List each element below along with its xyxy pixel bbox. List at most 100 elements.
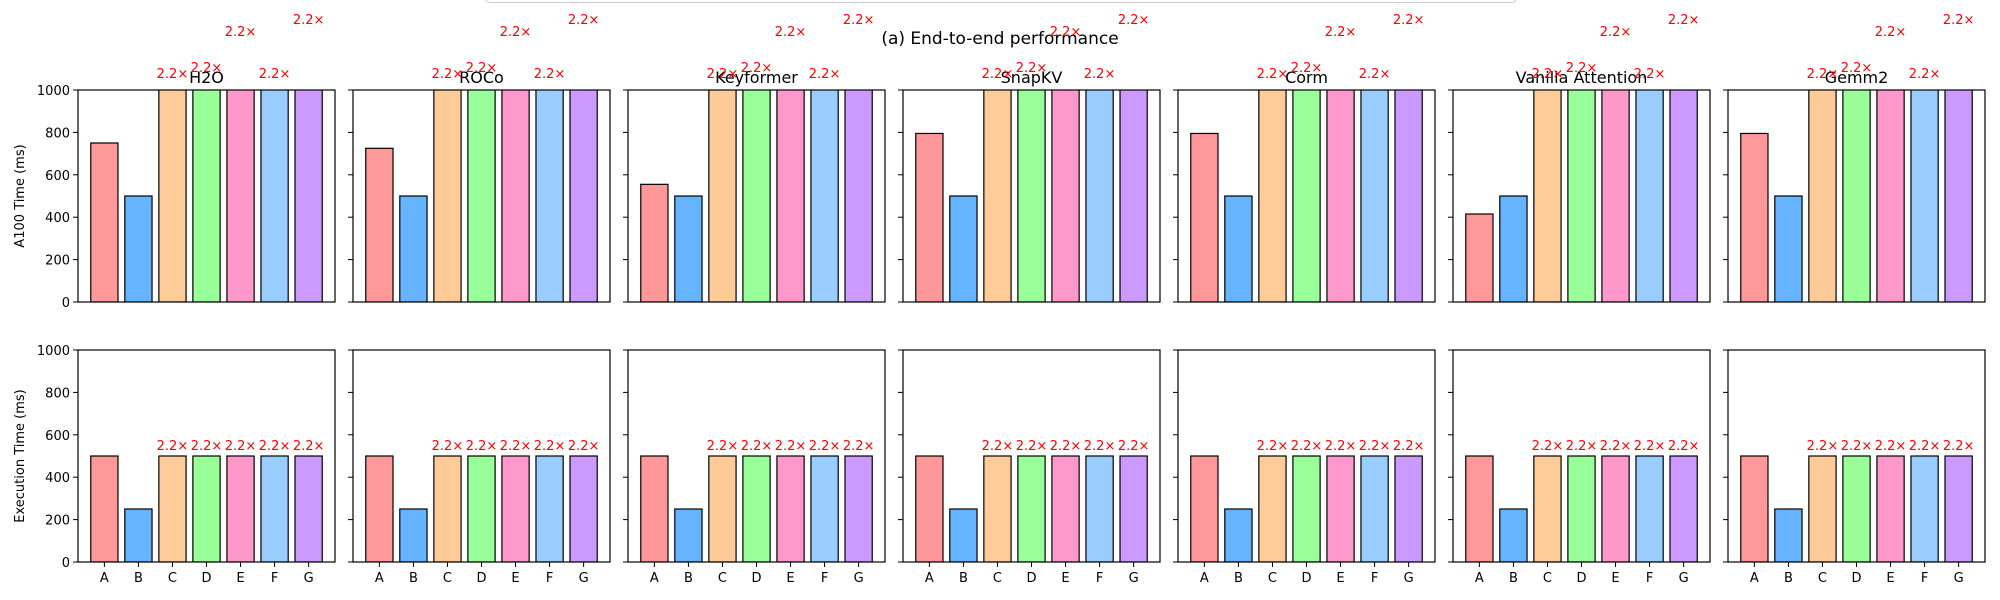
plot-frame: [352, 89, 611, 303]
x-tick-label: G: [1129, 571, 1139, 586]
speedup-label: 2.2×: [1325, 25, 1357, 40]
bar-F: [1360, 455, 1389, 562]
bar-B: [1499, 508, 1528, 562]
bar-B: [1224, 195, 1253, 302]
bar-G: [844, 90, 873, 302]
x-tick-label: C: [718, 571, 727, 586]
x-tick-label: E: [1061, 571, 1069, 586]
x-tick-label: B: [684, 571, 693, 586]
x-tick-label: A: [1750, 571, 1759, 586]
bar-D: [1842, 90, 1871, 302]
speedup-label: 2.2×: [707, 67, 739, 82]
speedup-label: 2.2×: [1634, 67, 1666, 82]
subplot-title: Gemm2: [1825, 68, 1889, 87]
speedup-label: 2.2×: [982, 439, 1014, 454]
x-tick-label: G: [579, 571, 589, 586]
bar-C: [983, 455, 1012, 562]
bar-F: [810, 90, 839, 302]
speedup-label: 2.2×: [1118, 439, 1150, 454]
bar-group: [1740, 90, 1973, 302]
bar-B: [399, 195, 428, 302]
speedup-label: 2.2×: [1393, 13, 1425, 28]
bar-G: [294, 455, 323, 562]
bar-A: [915, 455, 944, 562]
x-tick-label: A: [1475, 571, 1484, 586]
bar-G: [844, 455, 873, 562]
bar-E: [1601, 455, 1630, 562]
speedup-label: 2.2×: [534, 67, 566, 82]
bar-group: [1740, 455, 1973, 562]
bar-E: [1876, 455, 1905, 562]
bar-A: [915, 132, 944, 302]
speedup-label: 2.2×: [1909, 439, 1941, 454]
speedup-label: 2.2×: [1600, 439, 1632, 454]
speedup-label: 2.2×: [1566, 61, 1598, 76]
bar-F: [1635, 455, 1664, 562]
x-tick-label: D: [1576, 571, 1586, 586]
bar-C: [1533, 90, 1562, 302]
speedup-label: 2.2×: [1359, 439, 1391, 454]
bar-group: [640, 90, 873, 302]
speedup-label: 2.2×: [1118, 13, 1150, 28]
bar-G: [569, 455, 598, 562]
speedup-label: 2.2×: [843, 439, 875, 454]
speedup-label: 2.2×: [1257, 439, 1289, 454]
y-tick-label: 800: [45, 386, 70, 401]
bar-C: [433, 90, 462, 302]
bar-E: [501, 90, 530, 302]
y-tick-label: 0: [62, 556, 70, 571]
bar-group: [365, 90, 598, 302]
x-tick-label: D: [1026, 571, 1036, 586]
bar-D: [1842, 455, 1871, 562]
bar-F: [535, 90, 564, 302]
x-tick-label: C: [1543, 571, 1552, 586]
speedup-label: 2.2×: [157, 439, 189, 454]
speedup-label: 2.2×: [191, 439, 223, 454]
bar-E: [1051, 455, 1080, 562]
bar-B: [949, 508, 978, 562]
bar-C: [708, 90, 737, 302]
speedup-label: 2.2×: [1084, 67, 1116, 82]
speedup-label: 2.2×: [741, 439, 773, 454]
speedup-label: 2.2×: [1016, 61, 1048, 76]
x-tick-label: B: [1509, 571, 1518, 586]
bar-C: [708, 455, 737, 562]
bar-group: [915, 90, 1148, 302]
y-tick-label: 600: [45, 169, 70, 184]
bar-D: [192, 455, 221, 562]
plot-frame: [77, 89, 336, 303]
y-tick-label: 200: [45, 254, 70, 269]
bar-D: [467, 90, 496, 302]
speedup-label: 2.2×: [1050, 439, 1082, 454]
speedup-label: 2.2×: [259, 439, 291, 454]
bar-A: [365, 147, 394, 302]
speedup-label: 2.2×: [1359, 67, 1391, 82]
bar-E: [226, 455, 255, 562]
bar-group: [1465, 455, 1698, 562]
bar-A: [1190, 132, 1219, 302]
bar-group: [1190, 90, 1423, 302]
bar-A: [640, 455, 669, 562]
speedup-label: 2.2×: [1291, 439, 1323, 454]
speedup-label: 2.2×: [568, 13, 600, 28]
x-tick-label: E: [236, 571, 244, 586]
speedup-label: 2.2×: [1668, 439, 1700, 454]
x-tick-label: D: [751, 571, 761, 586]
speedup-label: 2.2×: [1600, 25, 1632, 40]
speedup-label: 2.2×: [466, 439, 498, 454]
speedup-label: 2.2×: [1050, 25, 1082, 40]
x-tick-label: G: [854, 571, 864, 586]
bar-G: [1944, 455, 1973, 562]
speedup-label: 2.2×: [432, 67, 464, 82]
x-tick-label: A: [1200, 571, 1209, 586]
bar-B: [1499, 195, 1528, 302]
speedup-label: 2.2×: [982, 67, 1014, 82]
bar-C: [1808, 90, 1837, 302]
x-tick-label: F: [1371, 571, 1378, 586]
speedup-label: 2.2×: [568, 439, 600, 454]
